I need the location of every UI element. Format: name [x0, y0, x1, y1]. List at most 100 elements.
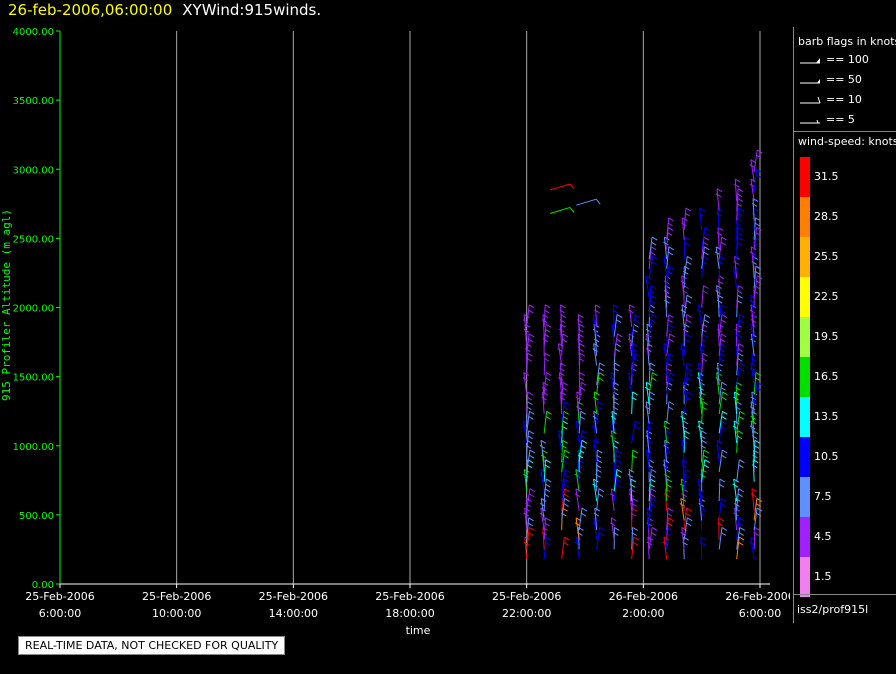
wind-barb	[645, 275, 650, 298]
wind-barb	[703, 256, 709, 260]
wind-barb	[650, 319, 657, 323]
wind-barb	[716, 212, 722, 217]
wind-barb	[561, 333, 564, 356]
wind-barb	[540, 507, 547, 512]
flag-100-icon	[800, 58, 820, 64]
wind-barb	[701, 314, 706, 337]
wind-barb	[739, 314, 745, 318]
wind-barb	[634, 420, 641, 425]
wind-barb	[610, 435, 616, 440]
wind-barb	[663, 237, 668, 260]
wind-barb	[684, 212, 691, 217]
wind-barb	[699, 391, 703, 414]
wind-barb	[650, 468, 657, 473]
wind-barb	[667, 522, 673, 527]
wind-barb	[685, 319, 692, 323]
wind-barb	[527, 522, 533, 527]
wind-barb	[716, 232, 723, 236]
wind-barb	[715, 290, 721, 294]
wind-barb	[663, 459, 668, 482]
wind-barb	[543, 353, 546, 376]
wind-barb	[631, 449, 634, 473]
wind-barb	[592, 522, 599, 527]
wind-barb	[523, 420, 528, 444]
wind-barb	[722, 410, 728, 415]
wind-barb	[663, 256, 668, 279]
wind-barb	[667, 323, 674, 328]
flag-100: == 100	[798, 53, 893, 67]
wind-barb	[753, 285, 760, 289]
wind-barb	[650, 502, 656, 507]
wind-barb	[750, 420, 755, 444]
wind-barb	[549, 207, 571, 214]
wind-barb	[578, 440, 583, 463]
speed-swatch-label: 16.5	[814, 370, 839, 383]
wind-barb	[580, 444, 587, 449]
wind-barb	[732, 483, 738, 488]
wind-barb	[704, 227, 711, 231]
wind-barb	[597, 401, 604, 406]
wind-barb	[580, 512, 587, 517]
wind-barb	[736, 362, 741, 385]
wind-barb	[737, 212, 743, 217]
wind-barb	[701, 439, 707, 444]
wind-barb	[733, 478, 739, 483]
wind-barb	[628, 309, 634, 314]
wind-barb	[753, 532, 760, 536]
wind-barb	[596, 406, 603, 411]
wind-barb	[594, 304, 598, 327]
wind-barb	[579, 386, 586, 391]
wind-barb	[701, 246, 705, 269]
wind-barb	[718, 382, 723, 405]
wind-barb	[734, 178, 741, 183]
wind-barb	[645, 454, 651, 459]
wind-barb	[648, 314, 653, 337]
wind-barb	[701, 449, 705, 473]
wind-barb	[736, 411, 741, 434]
wind-barb	[529, 488, 536, 493]
wind-barb	[561, 449, 566, 473]
wind-barb	[737, 493, 743, 498]
wind-barb	[613, 367, 619, 372]
wind-barb	[616, 338, 622, 343]
wind-barb	[663, 343, 668, 366]
wind-barb	[629, 488, 633, 511]
wind-barb	[564, 478, 570, 483]
wind-barb	[667, 270, 673, 275]
wind-barb	[613, 304, 619, 309]
wind-barb	[681, 493, 687, 498]
wind-barb	[718, 256, 721, 279]
wind-barb	[750, 536, 757, 541]
wind-barb	[697, 304, 703, 327]
x-tick-time: 10:00:00	[152, 607, 201, 620]
wind-barb	[632, 391, 638, 396]
wind-barb	[704, 314, 711, 318]
wind-barb	[558, 430, 563, 453]
wind-barb	[716, 362, 720, 385]
wind-barb	[750, 401, 755, 424]
speed-swatch	[800, 317, 810, 357]
wind-barb	[593, 391, 598, 415]
wind-barb	[756, 275, 763, 280]
wind-barb	[561, 440, 564, 463]
wind-barb	[569, 183, 575, 190]
wind-barb	[737, 188, 744, 193]
y-tick-label: 1500.00	[13, 373, 54, 384]
y-tick-label: 3000.00	[13, 165, 54, 176]
wind-barb	[701, 406, 707, 411]
wind-barb	[560, 304, 566, 309]
wind-barb	[736, 193, 743, 198]
wind-barb	[736, 537, 740, 560]
wind-barb	[561, 459, 567, 464]
wind-barb	[648, 285, 652, 308]
wind-barb	[631, 314, 636, 337]
wind-barb	[650, 246, 657, 251]
speed-swatch-label: 25.5	[814, 250, 839, 263]
wind-barb	[648, 246, 652, 269]
wind-barb	[667, 222, 673, 227]
wind-barb	[648, 527, 653, 550]
wind-barb	[736, 285, 739, 308]
wind-barb	[564, 488, 570, 493]
y-tick-label: 2500.00	[13, 234, 54, 245]
wind-barb	[720, 386, 726, 391]
